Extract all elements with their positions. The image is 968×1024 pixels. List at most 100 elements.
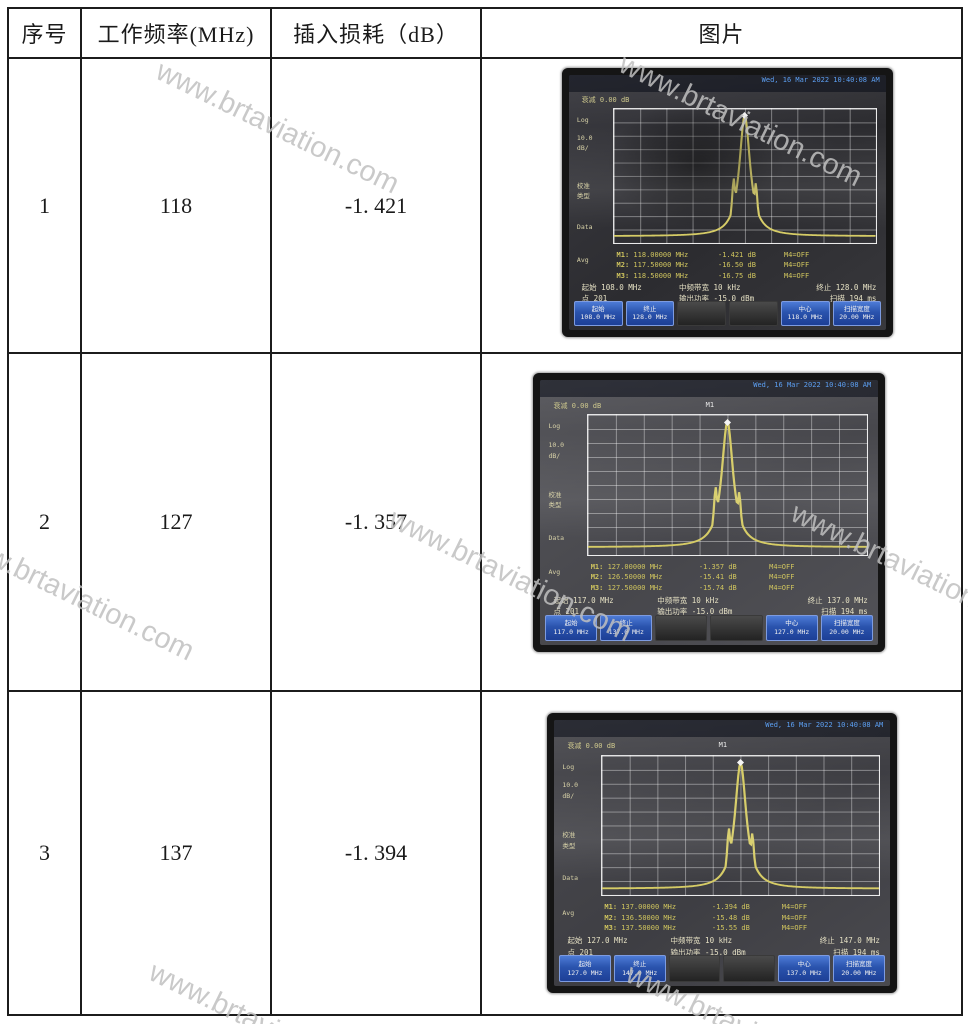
- softkey-value: 20.00 MHz: [829, 627, 865, 636]
- row3-frequency: 137: [82, 692, 272, 1014]
- points-count: 点 201: [581, 293, 608, 303]
- softkey-label: 起始: [578, 960, 592, 969]
- softkey-label: 终止: [619, 619, 633, 628]
- marker-frequency: M1: 137.00000 MHz: [604, 903, 677, 912]
- softkey-label: 中心: [798, 305, 812, 313]
- softkey-stop: 终止 137.0 MHz: [600, 614, 653, 642]
- header-cell-image: 图片: [482, 9, 961, 59]
- marker-readout: M1: 118.00000 MHz -1.421 dB M4=OFF M2: 1…: [617, 250, 871, 282]
- scale-label: 10.0: [548, 440, 565, 449]
- marker-state: M4=OFF: [783, 250, 810, 259]
- marker-row: M3: 127.50000 MHz -15.74 dB M4=OFF: [591, 583, 861, 594]
- scale-label: Avg: [576, 256, 589, 265]
- analyzer-screen: Wed, 16 Mar 2022 10:40:08 AM 衰减 0.00 dB …: [540, 380, 878, 645]
- header-cell-frequency: 工作频率(MHz): [82, 9, 272, 59]
- scale-label: 10.0: [576, 133, 593, 142]
- marker-row: M2: 126.50000 MHz -15.41 dB M4=OFF: [591, 572, 861, 583]
- marker-level: -1.421 dB: [717, 250, 756, 259]
- scale-label: Data: [576, 222, 593, 231]
- scale-label: 校准: [576, 181, 590, 190]
- scale-label: Avg: [562, 908, 575, 917]
- softkey-row: 起始 127.0 MHz 终止 147.0 MHz 中心 137.0: [559, 955, 885, 983]
- scale-label: 类型: [576, 191, 590, 200]
- graticule: [613, 108, 877, 245]
- marker-row: M3: 137.50000 MHz -15.55 dB M4=OFF: [604, 923, 873, 934]
- softkey-span: 扫描宽度 20.00 MHz: [832, 300, 882, 327]
- softkey-value: 128.0 MHz: [632, 313, 668, 322]
- sweep-info-center: 中频带宽 10 kHz 输出功率 -15.0 dBm: [671, 935, 787, 958]
- points-count: 点 201: [553, 606, 580, 616]
- softkey-label: 扫描宽度: [846, 960, 872, 969]
- scale-label: Log: [576, 115, 589, 124]
- softkey-value: 127.0 MHz: [774, 627, 810, 636]
- scale-label: dB/: [576, 143, 589, 152]
- softkey-value: 147.0 MHz: [622, 968, 658, 977]
- softkey-blank: [710, 614, 763, 642]
- scale-label: 校准: [562, 831, 576, 840]
- marker-state: M4=OFF: [783, 261, 810, 270]
- marker-level: -1.394 dB: [711, 903, 750, 912]
- marker-row: M1: 127.00000 MHz -1.357 dB M4=OFF: [591, 562, 861, 573]
- marker-frequency: M3: 127.50000 MHz: [590, 583, 663, 592]
- sweep-time: 扫描 194 ms: [821, 606, 868, 616]
- marker-state: M4=OFF: [783, 271, 810, 280]
- sweep-info-right: 终止 137.0 MHz 扫描 194 ms: [774, 595, 868, 618]
- graticule: [601, 754, 881, 897]
- if-bandwidth: 中频带宽 10 kHz: [678, 282, 741, 292]
- softkey-blank: [668, 955, 721, 983]
- sweep-time: 扫描 194 ms: [829, 293, 877, 303]
- marker-state: M4=OFF: [769, 583, 795, 592]
- analyzer-bezel: Wed, 16 Mar 2022 10:40:08 AM 衰减 0.00 dB …: [533, 373, 885, 652]
- softkey-label: 扫描宽度: [833, 619, 860, 628]
- spectrum-trace: [614, 112, 876, 237]
- sweep-time: 扫描 194 ms: [833, 947, 880, 957]
- marker-state: M4=OFF: [769, 573, 795, 582]
- sweep-info-right: 终止 128.0 MHz 扫描 194 ms: [788, 282, 876, 305]
- output-power: 输出功率 -15.0 dBm: [670, 947, 746, 957]
- analyzer-screen: Wed, 16 Mar 2022 10:40:08 AM 衰减 0.00 dB …: [569, 75, 886, 330]
- softkey-center: 中心 118.0 MHz: [780, 300, 830, 327]
- analyzer-photo-118mhz: Wed, 16 Mar 2022 10:40:08 AM 衰减 0.00 dB …: [562, 68, 893, 337]
- softkey-start: 起始 108.0 MHz: [573, 300, 623, 327]
- softkey-stop: 终止 128.0 MHz: [625, 300, 675, 327]
- active-marker-label: M1: [705, 401, 715, 410]
- softkey-start: 起始 127.0 MHz: [559, 955, 611, 983]
- spectrum-trace: [602, 759, 880, 889]
- marker-level: -16.75 dB: [717, 271, 756, 280]
- row1-frequency: 118: [82, 59, 272, 354]
- marker-level: -16.50 dB: [717, 261, 756, 270]
- marker-frequency: M3: 118.50000 MHz: [616, 271, 689, 280]
- softkey-label: 扫描宽度: [843, 305, 870, 313]
- marker-level: -15.74 dB: [698, 583, 737, 592]
- if-bandwidth: 中频带宽 10 kHz: [670, 936, 733, 946]
- marker-state: M4=OFF: [769, 562, 795, 571]
- marker-level: -15.55 dB: [711, 924, 750, 933]
- marker-readout: M1: 137.00000 MHz -1.394 dB M4=OFF M2: 1…: [604, 902, 873, 934]
- active-marker-label: M1: [718, 741, 728, 750]
- row1-serial: 1: [9, 59, 82, 354]
- stop-frequency: 终止 147.0 MHz: [819, 936, 880, 946]
- header-cell-serial: 序号: [9, 9, 82, 59]
- softkey-start: 起始 117.0 MHz: [545, 614, 598, 642]
- row1-image-cell: [482, 59, 961, 354]
- scale-label: Avg: [548, 568, 561, 577]
- sweep-info-center: 中频带宽 10 kHz 输出功率 -15.0 dBm: [657, 595, 773, 618]
- softkey-stop: 终止 147.0 MHz: [613, 955, 666, 983]
- scale-label: Data: [548, 533, 565, 542]
- attenuation-label: 衰减 0.00 dB: [581, 96, 630, 105]
- analyzer-photo-127mhz: Wed, 16 Mar 2022 10:40:08 AM 衰减 0.00 dB …: [533, 373, 885, 652]
- row3-serial: 3: [9, 692, 82, 1014]
- screen-titlebar: Wed, 16 Mar 2022 10:40:08 AM: [540, 380, 878, 398]
- start-frequency: 起始 117.0 MHz: [553, 595, 614, 605]
- softkey-label: 起始: [591, 305, 605, 313]
- if-bandwidth: 中频带宽 10 kHz: [657, 595, 719, 605]
- marker-state: M4=OFF: [781, 913, 808, 922]
- graticule: [587, 414, 869, 556]
- marker-frequency: M2: 136.50000 MHz: [604, 913, 677, 922]
- sweep-info: 起始 127.0 MHz 点 201 中频带宽 10 kHz 输出功率 -15.…: [567, 935, 879, 958]
- sweep-info-right: 终止 147.0 MHz 扫描 194 ms: [786, 935, 880, 958]
- softkey-label: 终止: [643, 305, 657, 313]
- analyzer-bezel: Wed, 16 Mar 2022 10:40:08 AM 衰减 0.00 dB …: [547, 713, 897, 993]
- marker-level: -15.48 dB: [711, 913, 750, 922]
- marker-row: M3: 118.50000 MHz -16.75 dB M4=OFF: [617, 271, 871, 282]
